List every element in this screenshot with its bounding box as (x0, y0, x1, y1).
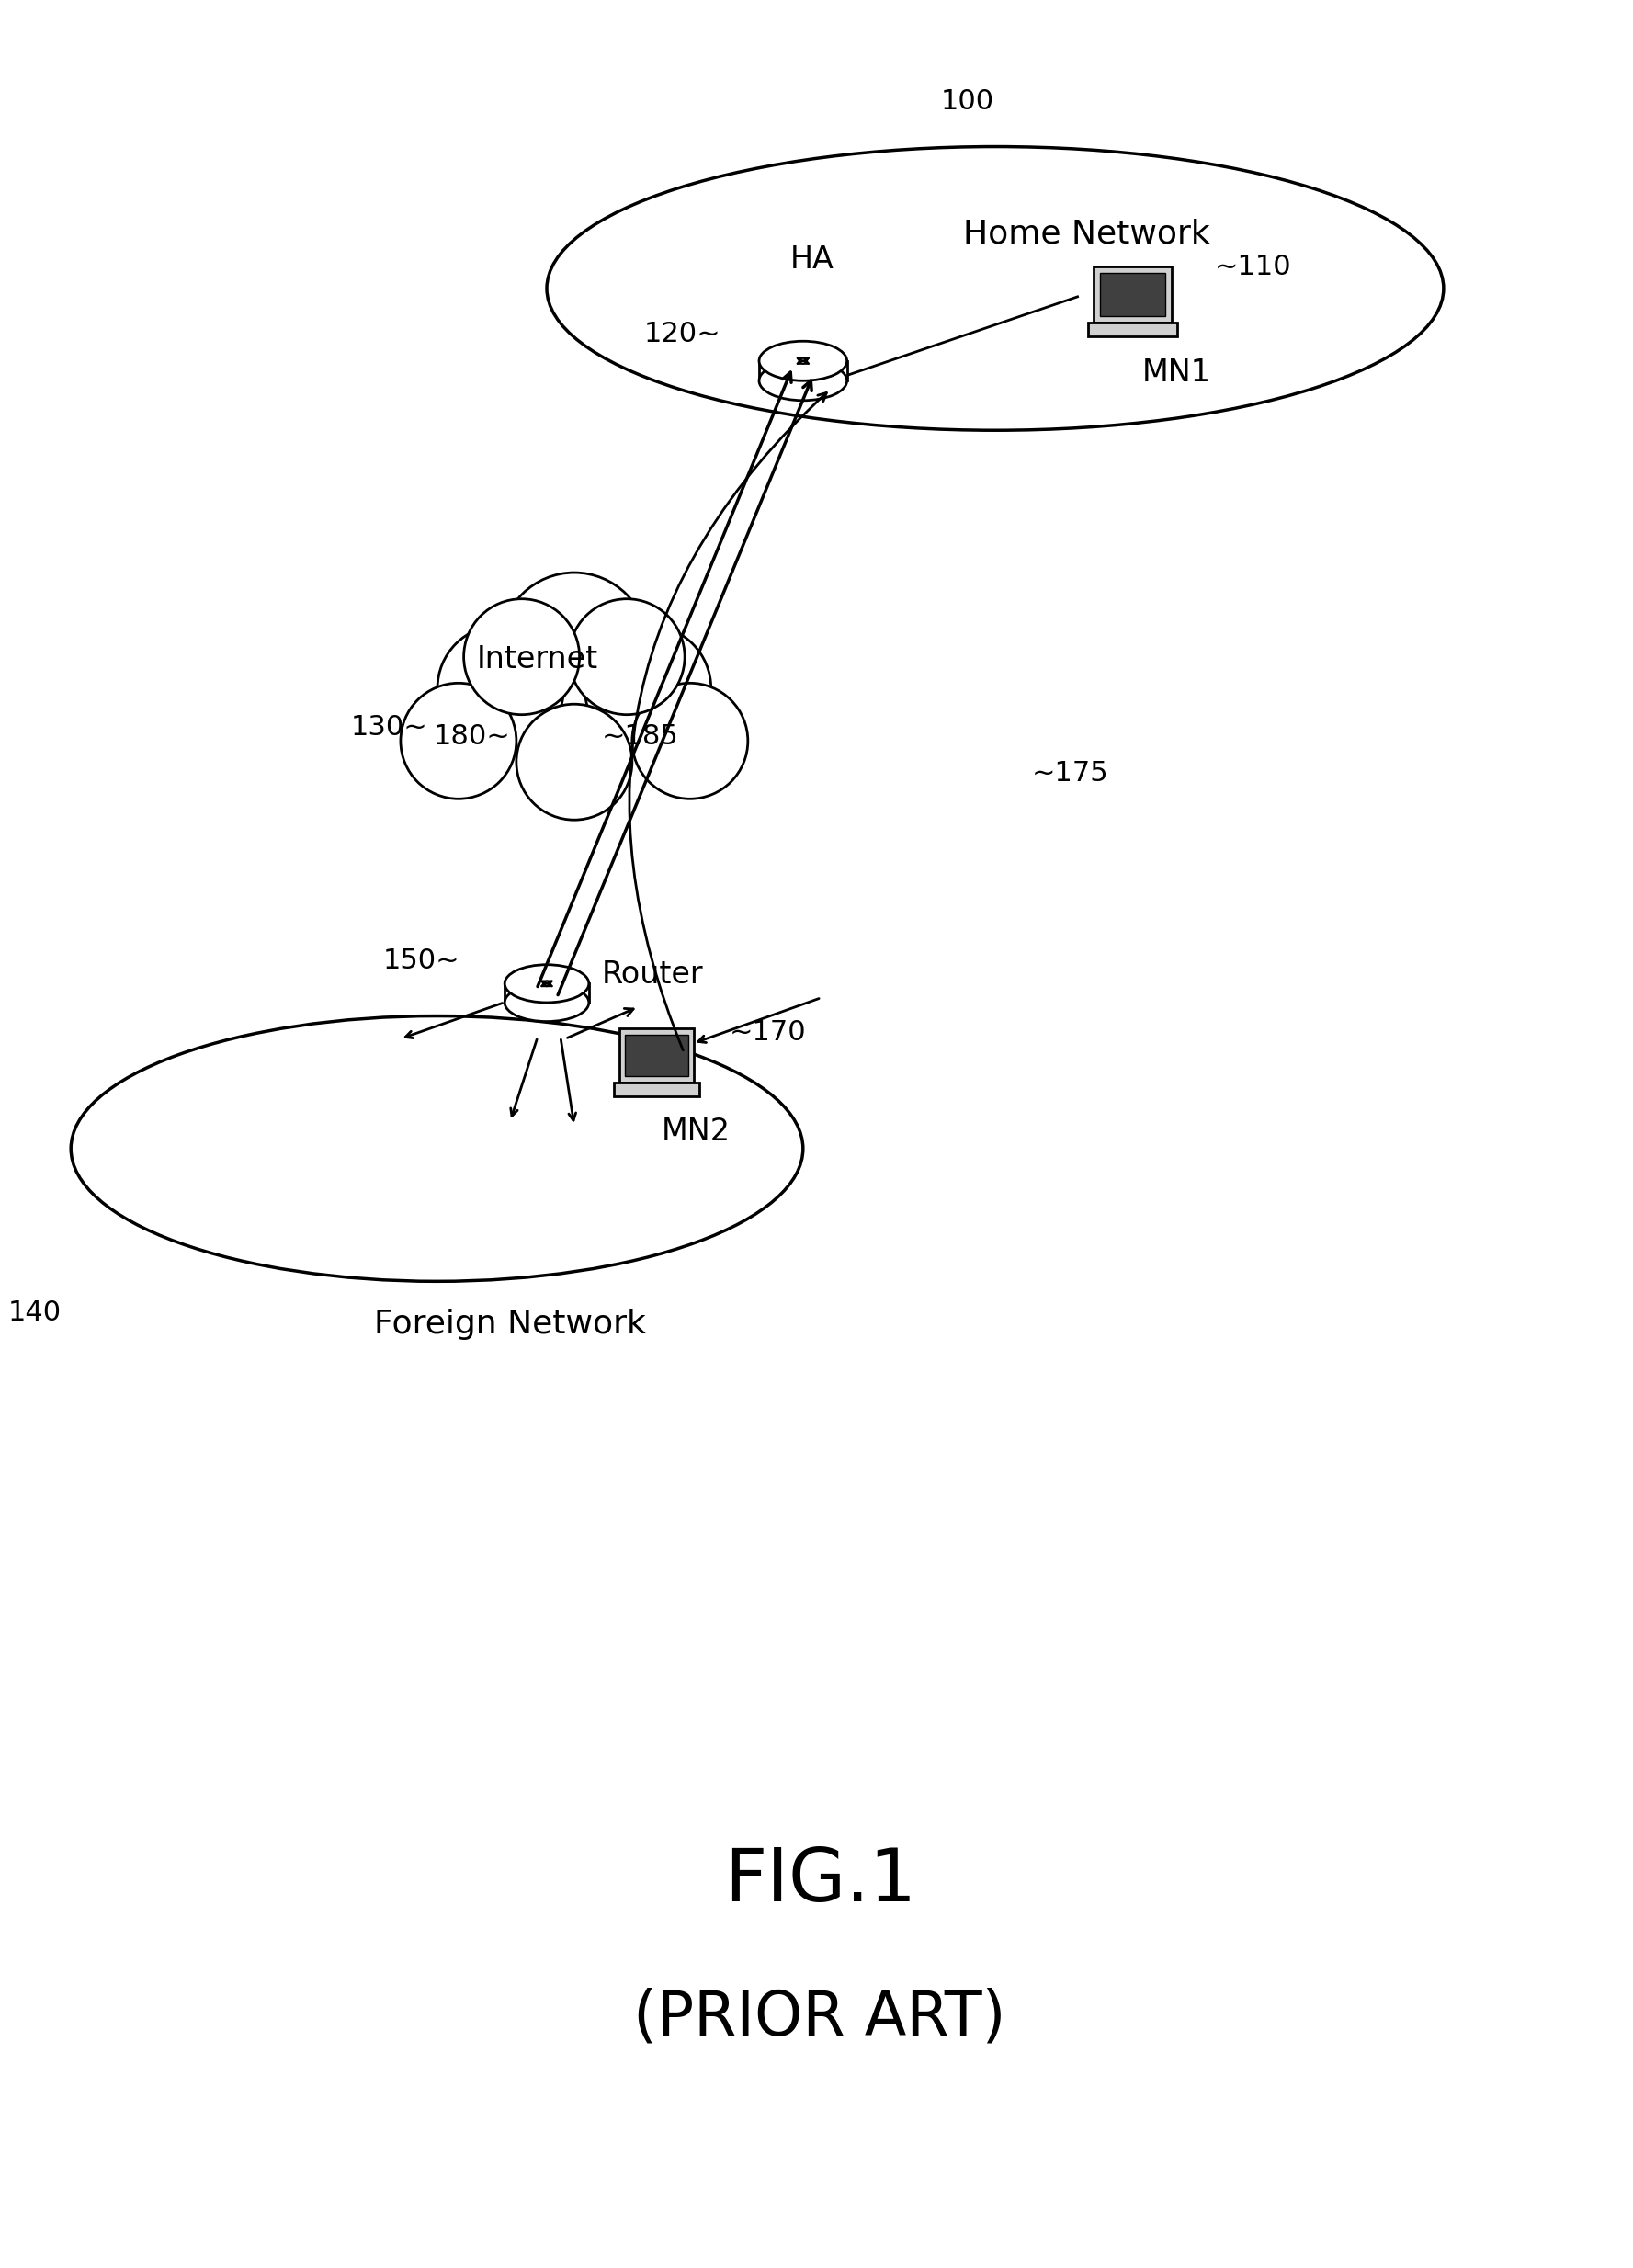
Text: MN1: MN1 (1141, 356, 1210, 388)
Circle shape (501, 572, 648, 719)
Ellipse shape (759, 361, 848, 401)
Circle shape (585, 626, 710, 751)
Text: MN2: MN2 (661, 1116, 730, 1148)
Text: Home Network: Home Network (963, 218, 1210, 249)
Circle shape (438, 626, 563, 751)
Text: Internet: Internet (477, 644, 598, 674)
Text: HA: HA (790, 245, 834, 274)
Ellipse shape (505, 984, 590, 1021)
Text: 130~: 130~ (351, 714, 428, 742)
Ellipse shape (505, 964, 590, 1002)
Circle shape (516, 703, 632, 821)
FancyBboxPatch shape (619, 1027, 694, 1082)
Text: 140: 140 (8, 1300, 62, 1327)
FancyBboxPatch shape (505, 984, 590, 1002)
Circle shape (568, 599, 684, 714)
Ellipse shape (759, 340, 848, 381)
Text: FIG.1: FIG.1 (723, 1844, 916, 1916)
FancyBboxPatch shape (1088, 322, 1177, 336)
FancyBboxPatch shape (1094, 268, 1171, 322)
Text: 180~: 180~ (433, 723, 509, 751)
Text: 120~: 120~ (643, 320, 720, 347)
Text: ~185: ~185 (601, 723, 679, 751)
Circle shape (464, 599, 580, 714)
Text: Foreign Network: Foreign Network (374, 1309, 647, 1340)
FancyBboxPatch shape (625, 1034, 687, 1077)
FancyBboxPatch shape (614, 1082, 699, 1095)
Text: (PRIOR ART): (PRIOR ART) (634, 1987, 1006, 2048)
Circle shape (400, 683, 516, 798)
FancyBboxPatch shape (1099, 272, 1164, 318)
Text: ~110: ~110 (1215, 254, 1292, 281)
Circle shape (632, 683, 748, 798)
Text: 100: 100 (941, 88, 994, 116)
Text: Router: Router (601, 959, 704, 989)
FancyBboxPatch shape (759, 361, 848, 381)
Text: ~175: ~175 (1032, 760, 1109, 787)
Text: 150~: 150~ (384, 948, 461, 975)
Text: ~170: ~170 (730, 1018, 807, 1046)
